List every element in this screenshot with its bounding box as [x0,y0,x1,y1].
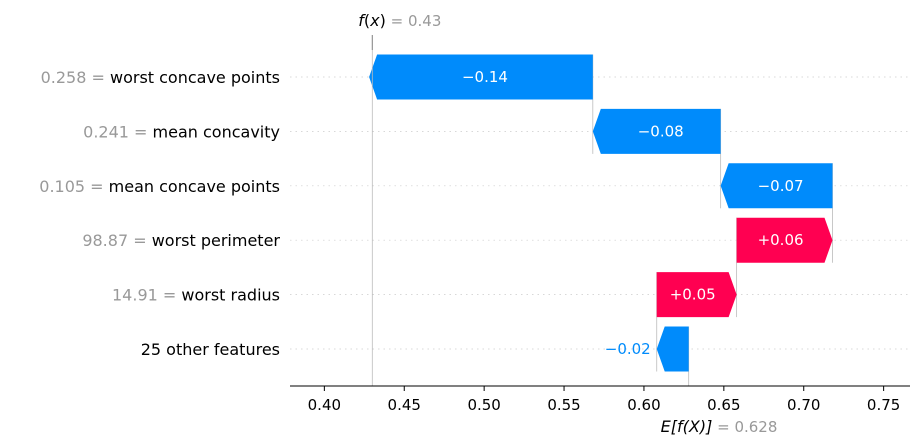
bar-value-label-3: −0.07 [758,177,804,195]
bar-3 [720,163,833,209]
bar-value-label-2: −0.08 [638,122,684,140]
bar-value-label-4: +0.06 [758,231,804,249]
x-tick-label: 0.75 [867,396,900,414]
x-tick-label: 0.55 [547,396,580,414]
feature-value: 98.87 = [82,231,151,250]
x-tick-label: 0.60 [627,396,660,414]
bar-value-label-5: +0.05 [670,286,716,304]
bar-5 [656,272,737,318]
fx-value: = 0.43 [386,12,442,30]
bar-1 [369,54,593,100]
feature-label-3: 0.105 = mean concave points [39,177,280,196]
x-tick-label: 0.65 [707,396,740,414]
feature-name: worst concave points [110,68,280,87]
feature-name: mean concavity [153,122,280,141]
fx-name: f [358,11,366,30]
feature-label-2: 0.241 = mean concavity [83,122,280,141]
feature-label-1: 0.258 = worst concave points [41,68,280,87]
bar-value-label-1: −0.14 [462,68,508,86]
feature-name: mean concave points [109,177,280,196]
x-tick-label: 0.50 [467,396,500,414]
bar-6 [656,326,689,372]
bar-value-label-6: −0.02 [605,340,651,358]
x-tick-label: 0.70 [787,396,820,414]
feature-name: 25 other features [141,340,280,359]
x-tick-label: 0.45 [388,396,421,414]
feature-value: 14.91 = [112,286,181,305]
feature-label-5: 14.91 = worst radius [112,286,280,305]
fx-label: f(x) = 0.43 [358,11,441,30]
feature-name: worst perimeter [152,231,281,250]
feature-name: worst radius [181,286,280,305]
expected-value: = 0.628 [712,418,777,436]
expected-value-label: E[f(X)] = 0.628 [661,417,778,436]
feature-value: 0.241 = [83,122,152,141]
feature-value: 0.105 = [39,177,108,196]
feature-value: 0.258 = [41,68,110,87]
x-tick-label: 0.40 [308,396,341,414]
expected-value-name: E[f(X)] [661,417,713,436]
bar-4 [736,217,833,263]
bar-2 [592,108,721,154]
feature-label-4: 98.87 = worst perimeter [82,231,280,250]
feature-label-6: 25 other features [141,340,280,359]
